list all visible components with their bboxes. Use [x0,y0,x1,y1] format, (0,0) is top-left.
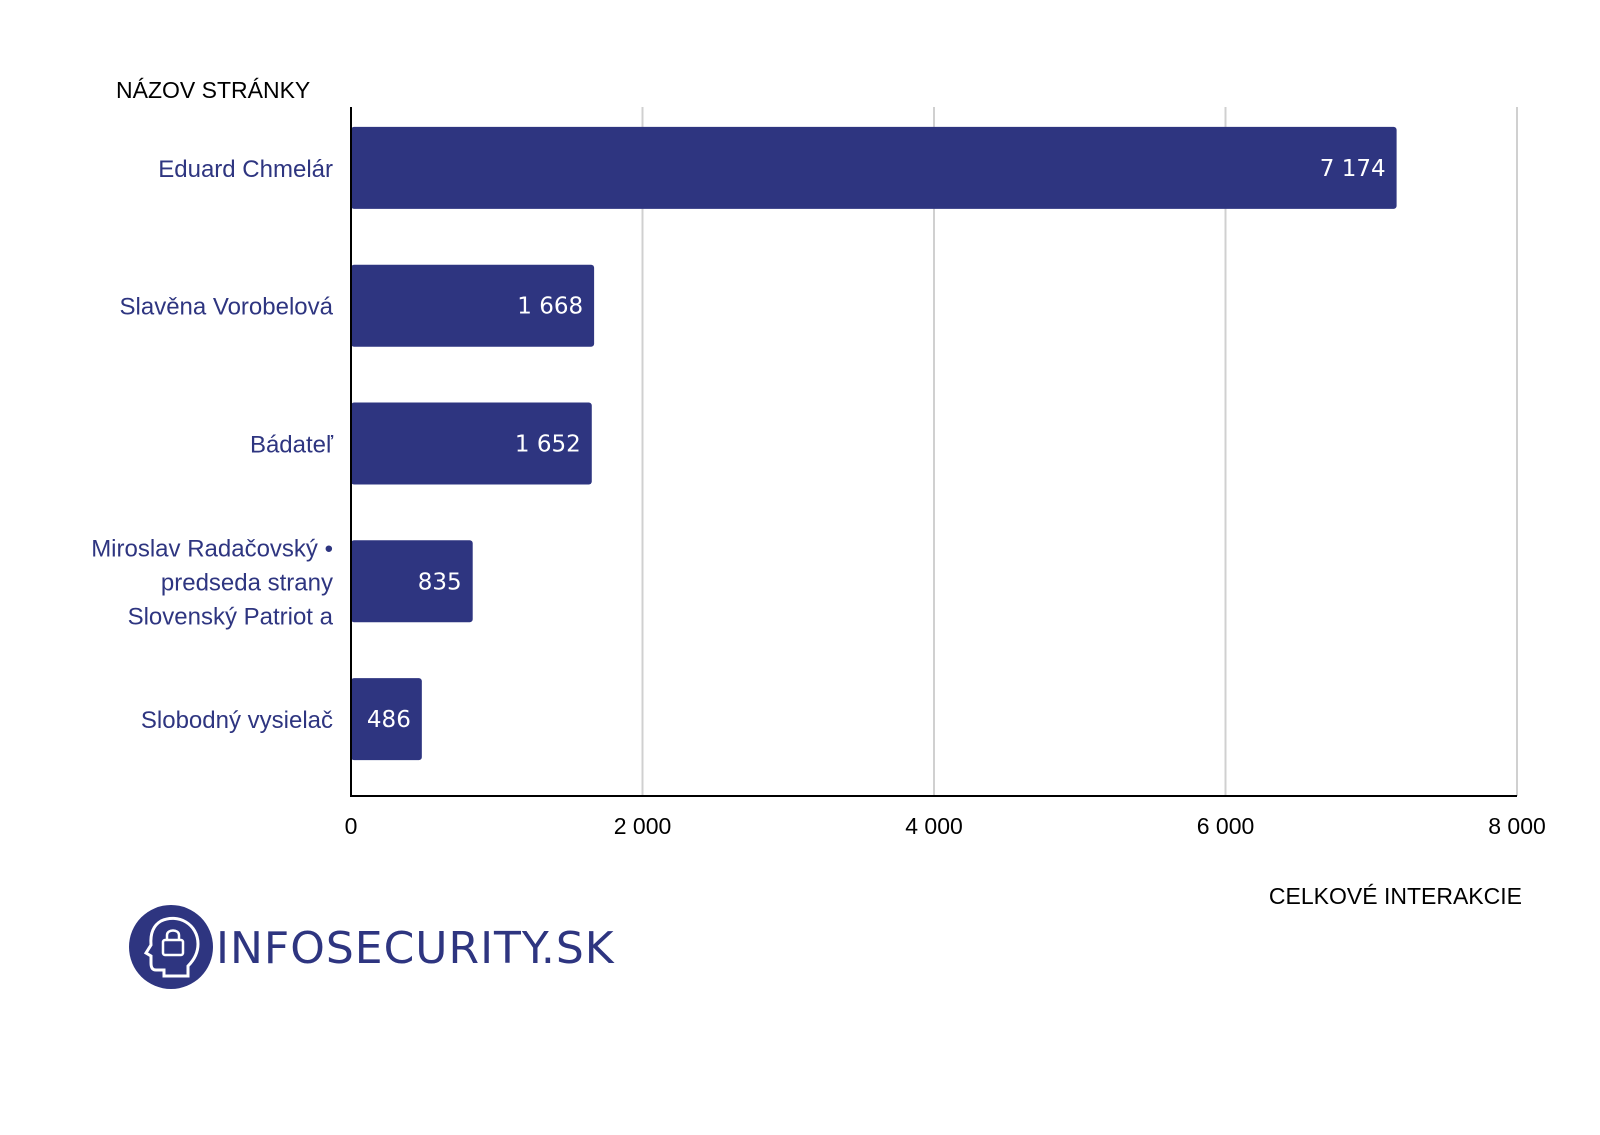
data-label: 486 [367,707,411,733]
data-label: 1 652 [515,432,581,458]
data-label: 7 174 [1320,156,1386,182]
category-label-line: Slobodný vysielač [141,707,333,734]
category-label: Bádateľ [250,432,334,459]
x-tick-label: 2 000 [614,813,672,839]
bars: 7 174 1 668 1 652 835 486 [351,126,1397,761]
category-label: Slavěna Vorobelová [120,294,334,321]
bar [351,678,422,761]
category-label: Miroslav Radačovský • predseda strany Slov… [91,535,333,630]
x-axis-title: CELKOVÉ INTERAKCIE [1269,883,1522,909]
x-tick-labels: 0 2 000 4 000 6 000 8 000 [345,813,1546,839]
category-label-line: predseda strany [161,569,333,596]
gridlines [641,107,1518,796]
x-tick-label: 6 000 [1197,813,1255,839]
brand-text: INFOSECURITY.SK [216,923,615,974]
category-labels: Eduard Chmelár Slavěna Vorobelová Bádateľ M… [91,156,334,734]
y-axis-title: NÁZOV STRÁNKY [116,77,310,103]
data-label: 835 [418,569,462,595]
bar [351,126,1397,209]
x-tick-label: 8 000 [1488,813,1546,839]
category-label: Eduard Chmelár [158,156,333,183]
x-tick-label: 4 000 [905,813,963,839]
category-label-line: Slavěna Vorobelová [120,294,334,321]
category-label: Slobodný vysielač [141,707,333,734]
category-label-line: Eduard Chmelár [158,156,333,183]
data-label: 1 668 [517,294,583,320]
bar [351,540,473,623]
category-label-line: Bádateľ [250,432,334,459]
x-tick-label: 0 [345,813,358,839]
bar [351,264,595,347]
category-label-line: Slovenský Patriot a [128,603,334,630]
category-label-line: Miroslav Radačovský • [91,535,333,562]
axes [350,107,1517,797]
brand-logo: INFOSECURITY.SK [129,905,615,989]
head-with-lock-icon [129,905,213,989]
bar [351,402,592,485]
